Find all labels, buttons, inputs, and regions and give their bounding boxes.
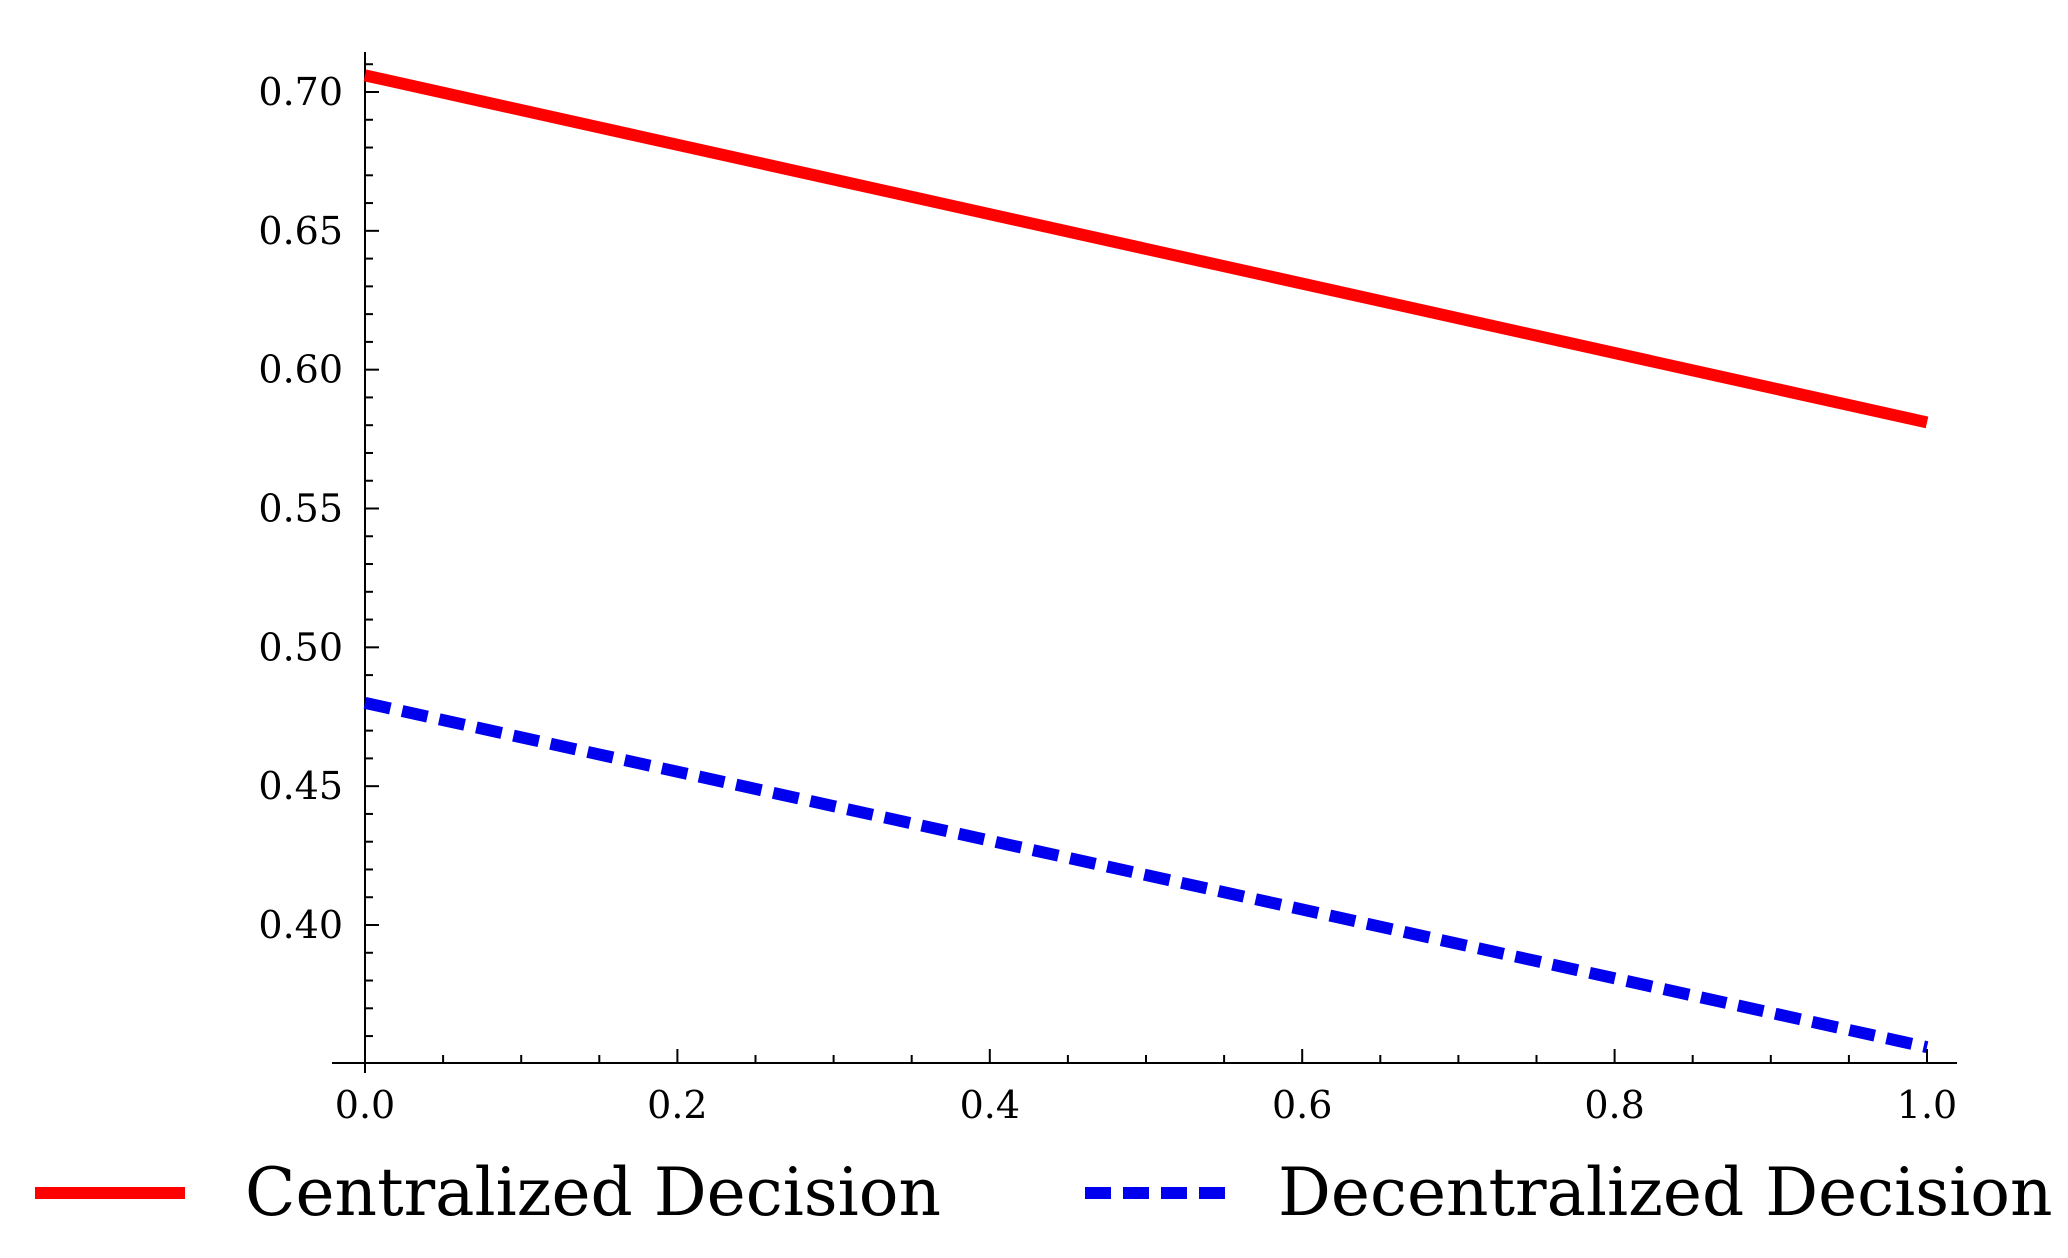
y-tick-label: 0.60 [258, 348, 343, 392]
axis-ticks: 0.0 0.2 0.4 0.6 0.8 1.0 0.40 0.45 0.50 0.55 0.60 0.… [258, 63, 1957, 1127]
y-tick-label: 0.40 [258, 903, 343, 947]
x-tick-label: 1.0 [1897, 1083, 1957, 1127]
y-tick-label: 0.65 [258, 209, 343, 253]
y-tick-label: 0.70 [258, 70, 343, 114]
series-line-centralized [363, 69, 1929, 429]
y-tick-label: 0.45 [258, 764, 343, 808]
y-tick-label: 0.55 [258, 487, 343, 531]
legend-label-centralized: Centralized Decision [245, 1154, 941, 1231]
data-series [363, 69, 1929, 1054]
x-tick-label: 0.6 [1272, 1083, 1332, 1127]
series-line-decentralized [363, 697, 1929, 1054]
x-tick-label: 0.2 [647, 1083, 707, 1127]
axes [332, 52, 1957, 1073]
x-tick-label: 0.4 [960, 1083, 1020, 1127]
legend: Centralized Decision Decentralized Decisi… [35, 1154, 2052, 1231]
legend-label-decentralized: Decentralized Decision [1278, 1154, 2052, 1231]
x-tick-label: 0.0 [335, 1083, 395, 1127]
x-tick-label: 0.8 [1584, 1083, 1644, 1127]
y-tick-label: 0.50 [258, 625, 343, 669]
